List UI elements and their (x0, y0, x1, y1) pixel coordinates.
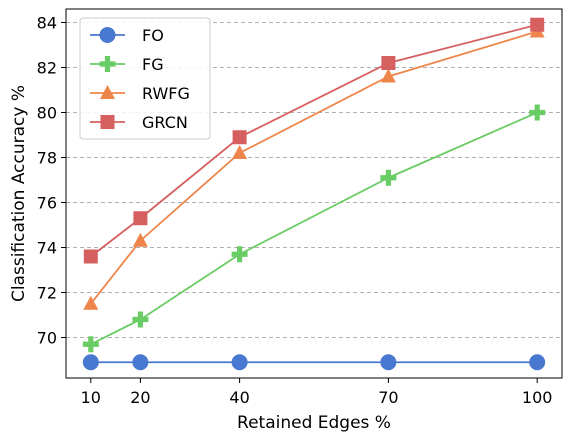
point-rwfg-70 (380, 68, 396, 83)
x-tick-label-20: 20 (130, 388, 150, 407)
legend-entry-rwfg: RWFG (90, 84, 190, 103)
legend-label-fo: FO (142, 26, 164, 45)
point-fg-70 (380, 169, 397, 186)
legend-entry-fo: FO (90, 26, 164, 45)
y-tick-label-76: 76 (37, 194, 57, 213)
point-fg-20 (132, 311, 149, 328)
point-fo-10 (82, 354, 99, 371)
series-grcn (83, 17, 545, 264)
y-tick-label-78: 78 (37, 149, 57, 168)
point-grcn-100 (530, 17, 545, 32)
x-tick-label-70: 70 (378, 388, 398, 407)
point-grcn-40 (232, 130, 247, 145)
y-tick-label-84: 84 (37, 14, 57, 33)
point-fg-10 (82, 336, 99, 353)
legend-marker-grcn (100, 115, 115, 129)
point-grcn-10 (83, 249, 98, 264)
legend-marker-fo (99, 27, 116, 43)
axis-ticks: 70 72 74 76 78 80 82 84 10 20 40 70 100 (37, 14, 553, 408)
y-tick-label-74: 74 (37, 239, 57, 258)
series-fg (82, 104, 546, 353)
point-fg-40 (231, 246, 248, 263)
legend-marker-rwfg (100, 85, 115, 99)
point-fo-40 (231, 354, 248, 371)
x-tick-label-40: 40 (229, 388, 249, 407)
point-grcn-20 (133, 211, 148, 226)
y-axis-title: Classification Accuracy % (9, 85, 29, 302)
legend-box (79, 17, 211, 140)
legend-label-grcn: GRCN (142, 113, 188, 132)
y-tick-label-82: 82 (37, 59, 57, 78)
grid-lines (66, 22, 562, 338)
plot-frame (65, 8, 563, 379)
point-fo-70 (380, 354, 397, 371)
point-fo-20 (132, 354, 149, 371)
x-axis-title: Retained Edges % (237, 413, 391, 433)
legend-label-rwfg: RWFG (142, 84, 190, 103)
point-fo-100 (529, 354, 546, 371)
x-tick-label-10: 10 (81, 388, 101, 407)
legend-marker-fg (99, 56, 116, 72)
x-tick-label-100: 100 (522, 388, 553, 407)
series-fo (82, 354, 546, 371)
legend-entry-grcn: GRCN (90, 113, 188, 132)
point-grcn-70 (381, 56, 396, 70)
y-tick-label-72: 72 (37, 284, 57, 303)
point-rwfg-20 (132, 232, 148, 247)
y-tick-label-80: 80 (37, 104, 57, 123)
series-rwfg (83, 23, 545, 310)
legend-entry-fg: FG (90, 55, 164, 74)
series-line-fg (90, 111, 538, 346)
y-tick-label-70: 70 (37, 329, 57, 348)
point-rwfg-10 (83, 295, 99, 310)
point-rwfg-40 (232, 145, 248, 159)
series-layer (82, 17, 546, 371)
legend: FO FG RWFG GRCN (79, 17, 211, 140)
point-fg-100 (529, 104, 546, 121)
legend-label-fg: FG (142, 55, 164, 74)
